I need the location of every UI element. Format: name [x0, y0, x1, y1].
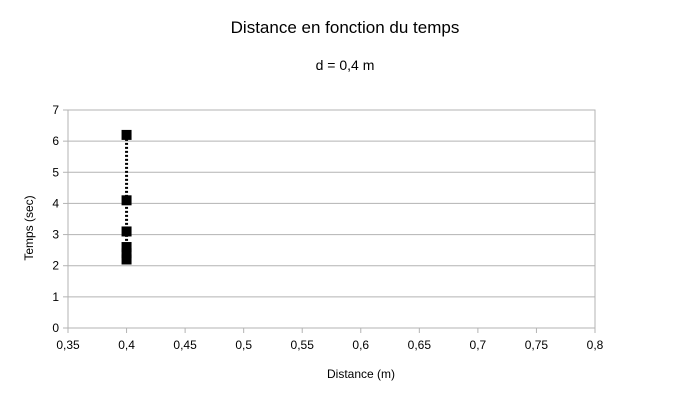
chart-title: Distance en fonction du temps — [231, 18, 460, 37]
data-point — [121, 248, 132, 259]
y-axis-label: Temps (sec) — [22, 195, 36, 260]
y-tick-label: 6 — [52, 134, 59, 148]
x-tick-label: 0,65 — [408, 338, 432, 352]
x-tick-label: 0,35 — [56, 338, 80, 352]
x-tick-label: 0,6 — [352, 338, 369, 352]
data-series — [121, 129, 132, 265]
data-point — [121, 195, 132, 206]
tick-labels: 0 1 2 3 4 5 6 7 0,35 0,4 0,45 0,5 0,55 0,6 0,65 0,7 0,75… — [52, 103, 603, 352]
data-point — [121, 129, 132, 140]
y-tick-label: 5 — [52, 165, 59, 179]
data-point — [121, 254, 132, 265]
x-tick-label: 0,75 — [525, 338, 549, 352]
y-tick-label: 2 — [52, 259, 59, 273]
data-point — [121, 226, 132, 237]
y-tick-label: 7 — [52, 103, 59, 117]
x-axis-label: Distance (m) — [327, 367, 395, 381]
x-tick-label: 0,7 — [470, 338, 487, 352]
y-tick-label: 1 — [52, 290, 59, 304]
x-tick-label: 0,4 — [118, 338, 135, 352]
y-tick-label: 3 — [52, 228, 59, 242]
y-tick-label: 0 — [52, 321, 59, 335]
data-point — [121, 242, 132, 253]
x-tick-label: 0,45 — [173, 338, 197, 352]
x-tick-label: 0,55 — [291, 338, 315, 352]
plot-area — [67, 109, 596, 329]
y-tick-label: 4 — [52, 196, 59, 210]
x-tick-label: 0,5 — [235, 338, 252, 352]
chart-subtitle: d = 0,4 m — [316, 57, 375, 73]
x-tick-label: 0,8 — [587, 338, 604, 352]
grid-lines — [63, 109, 596, 333]
